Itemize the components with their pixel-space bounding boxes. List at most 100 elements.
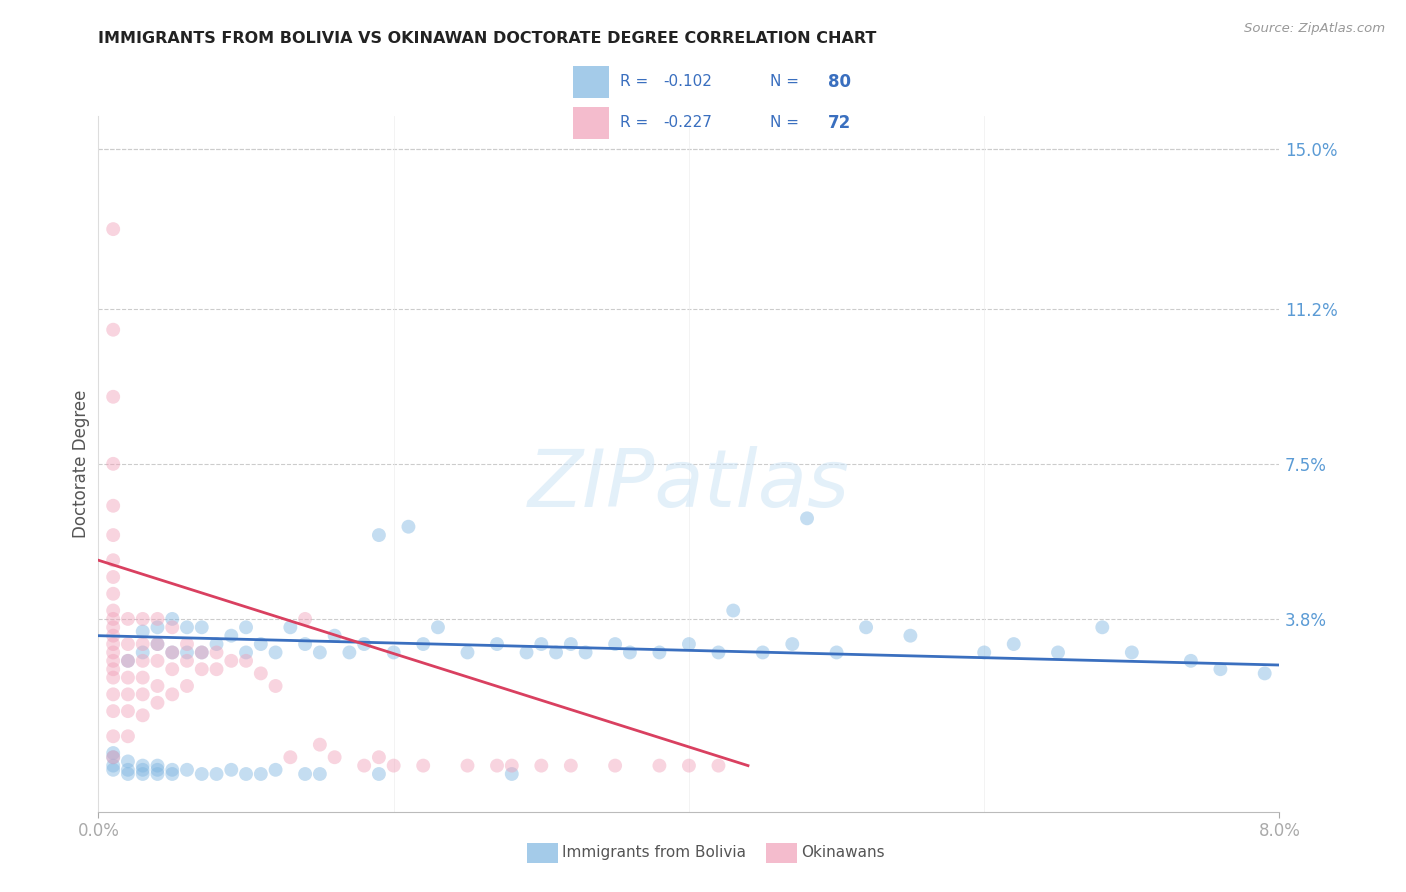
- Point: [382, 645, 405, 659]
- Point: [353, 758, 375, 772]
- Point: [219, 654, 242, 668]
- Point: [191, 645, 214, 659]
- Point: [235, 767, 257, 781]
- Text: 80: 80: [828, 73, 851, 91]
- Point: [782, 637, 804, 651]
- Point: [1046, 645, 1069, 659]
- Point: [132, 687, 155, 701]
- Point: [235, 654, 257, 668]
- Point: [560, 758, 582, 772]
- Point: [605, 637, 627, 651]
- Point: [574, 645, 596, 659]
- Point: [456, 758, 478, 772]
- Point: [103, 553, 125, 567]
- Point: [132, 637, 155, 651]
- Point: [162, 612, 183, 626]
- Text: N =: N =: [770, 74, 804, 89]
- Point: [219, 629, 242, 643]
- Point: [103, 687, 125, 701]
- Point: [205, 662, 228, 676]
- Point: [117, 654, 139, 668]
- Point: [103, 587, 125, 601]
- Point: [146, 696, 169, 710]
- Point: [103, 763, 125, 777]
- Point: [1121, 645, 1143, 659]
- Point: [191, 662, 214, 676]
- Point: [323, 629, 346, 643]
- Point: [191, 645, 214, 659]
- Point: [103, 746, 125, 760]
- Point: [162, 645, 183, 659]
- Point: [605, 758, 627, 772]
- Point: [485, 758, 508, 772]
- Point: [530, 758, 553, 772]
- Point: [501, 758, 523, 772]
- Point: [146, 767, 169, 781]
- Text: N =: N =: [770, 115, 804, 130]
- Point: [103, 612, 125, 626]
- Point: [103, 704, 125, 718]
- Point: [162, 662, 183, 676]
- Text: 72: 72: [828, 113, 851, 132]
- Point: [132, 767, 155, 781]
- Point: [205, 767, 228, 781]
- Point: [132, 763, 155, 777]
- Point: [146, 679, 169, 693]
- Point: [103, 629, 125, 643]
- Point: [103, 323, 125, 337]
- Point: [103, 662, 125, 676]
- Point: [367, 528, 389, 542]
- Point: [515, 645, 537, 659]
- Point: [176, 679, 198, 693]
- Point: [103, 570, 125, 584]
- Point: [117, 763, 139, 777]
- Point: [205, 645, 228, 659]
- Point: [146, 763, 169, 777]
- Point: [294, 767, 316, 781]
- Point: [337, 645, 360, 659]
- Point: [219, 763, 242, 777]
- Point: [235, 645, 257, 659]
- Point: [117, 704, 139, 718]
- Point: [648, 645, 671, 659]
- Point: [678, 758, 700, 772]
- Point: [1254, 666, 1277, 681]
- FancyBboxPatch shape: [574, 66, 609, 98]
- Point: [146, 620, 169, 634]
- Point: [176, 645, 198, 659]
- Text: Okinawans: Okinawans: [801, 846, 884, 860]
- Point: [235, 620, 257, 634]
- Point: [648, 758, 671, 772]
- Point: [560, 637, 582, 651]
- Point: [619, 645, 641, 659]
- Y-axis label: Doctorate Degree: Doctorate Degree: [72, 390, 90, 538]
- Point: [278, 750, 302, 764]
- Point: [250, 666, 273, 681]
- Point: [796, 511, 818, 525]
- Text: R =: R =: [620, 74, 652, 89]
- Point: [117, 687, 139, 701]
- Point: [103, 671, 125, 685]
- Text: IMMIGRANTS FROM BOLIVIA VS OKINAWAN DOCTORATE DEGREE CORRELATION CHART: IMMIGRANTS FROM BOLIVIA VS OKINAWAN DOCT…: [98, 31, 877, 46]
- Point: [103, 457, 125, 471]
- Point: [278, 620, 302, 634]
- Text: Source: ZipAtlas.com: Source: ZipAtlas.com: [1244, 22, 1385, 36]
- Point: [308, 738, 332, 752]
- Point: [546, 645, 568, 659]
- Point: [308, 767, 332, 781]
- Point: [264, 645, 287, 659]
- Point: [162, 620, 183, 634]
- Point: [900, 629, 922, 643]
- Point: [396, 519, 419, 533]
- Point: [117, 612, 139, 626]
- Point: [294, 637, 316, 651]
- FancyBboxPatch shape: [574, 106, 609, 139]
- Point: [176, 620, 198, 634]
- Point: [162, 645, 183, 659]
- Point: [501, 767, 523, 781]
- Point: [117, 654, 139, 668]
- Point: [176, 637, 198, 651]
- Point: [323, 750, 346, 764]
- Point: [751, 645, 773, 659]
- Point: [176, 763, 198, 777]
